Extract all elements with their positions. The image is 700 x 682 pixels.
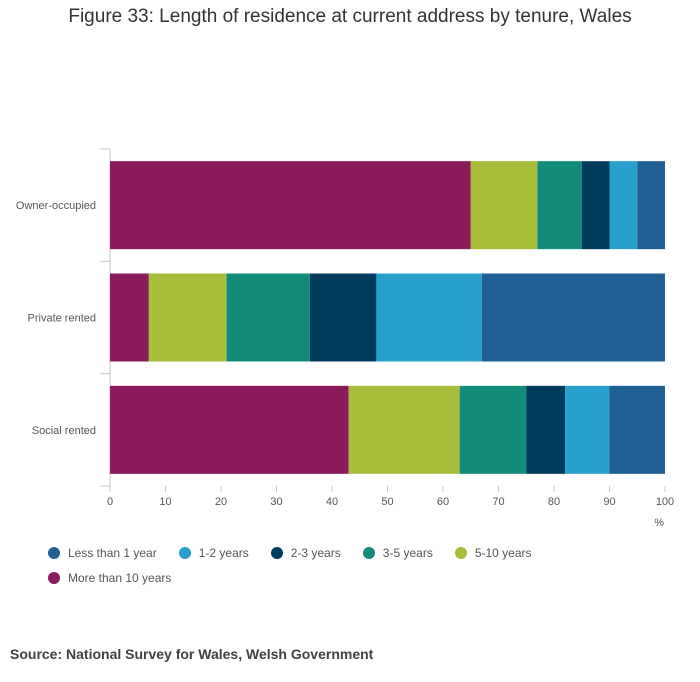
legend-item[interactable]: 1-2 years: [178, 540, 249, 565]
bar-segment: [609, 385, 665, 474]
legend-item[interactable]: 2-3 years: [270, 540, 341, 565]
bar-segment: [481, 273, 665, 362]
legend-label: 3-5 years: [382, 545, 433, 560]
category-label: Social rented: [32, 425, 96, 437]
bar-segment: [376, 273, 482, 362]
x-tick-label: 10: [159, 496, 171, 508]
x-tick-label: 50: [381, 496, 393, 508]
x-tick-label: 20: [215, 496, 227, 508]
x-tick-label: 90: [603, 496, 615, 508]
bar-segment: [110, 161, 471, 250]
bar-segment: [148, 273, 227, 362]
bar-segment: [609, 161, 638, 250]
bar-segment: [581, 161, 610, 250]
legend-swatch: [48, 571, 60, 584]
source-note: Source: National Survey for Wales, Welsh…: [10, 646, 374, 662]
legend-item[interactable]: 3-5 years: [362, 540, 433, 565]
bar-segment: [565, 385, 610, 474]
legend-item[interactable]: Less than 1 year: [48, 540, 157, 565]
chart-plot: Owner-occupied Private rented Social rente…: [16, 148, 674, 529]
legend-swatch: [48, 546, 60, 559]
legend-item[interactable]: 5-10 years: [454, 540, 532, 565]
bar-segment: [110, 273, 149, 362]
x-tick-label: 100: [656, 496, 674, 508]
bar-segment: [637, 161, 665, 250]
bar-segment: [226, 273, 310, 362]
x-tick-label: 30: [270, 496, 282, 508]
x-tick-label: 80: [548, 496, 560, 508]
x-axis-label: %: [654, 517, 664, 529]
category-label: Owner-occupied: [16, 200, 96, 212]
legend-swatch: [362, 546, 375, 559]
legend-label: 5-10 years: [474, 545, 532, 560]
bar-segment: [537, 161, 582, 250]
bar-segment: [470, 161, 538, 250]
legend-label: More than 10 years: [68, 570, 172, 585]
bar-segment: [348, 385, 460, 474]
legend-swatch: [454, 546, 467, 559]
legend-label: Less than 1 year: [68, 545, 157, 560]
legend-item[interactable]: More than 10 years: [48, 565, 171, 590]
chart-legend: Less than 1 year 1-2 years 2-3 years 3-5 ye…: [48, 540, 648, 590]
bar-segment: [309, 273, 377, 362]
legend-label: 2-3 years: [290, 545, 341, 560]
chart-title: Figure 33: Length of residence at curren…: [68, 6, 632, 27]
x-tick-label: 60: [437, 496, 449, 508]
legend-label: 1-2 years: [198, 545, 249, 560]
x-tick-label: 40: [326, 496, 338, 508]
bar-segment: [459, 385, 527, 474]
category-label: Private rented: [28, 313, 96, 325]
legend-swatch: [178, 546, 191, 559]
x-tick-label: 0: [107, 496, 113, 508]
legend-swatch: [270, 546, 283, 559]
bar-segment: [526, 385, 566, 474]
bar-segment: [110, 385, 349, 474]
x-tick-label: 70: [492, 496, 504, 508]
